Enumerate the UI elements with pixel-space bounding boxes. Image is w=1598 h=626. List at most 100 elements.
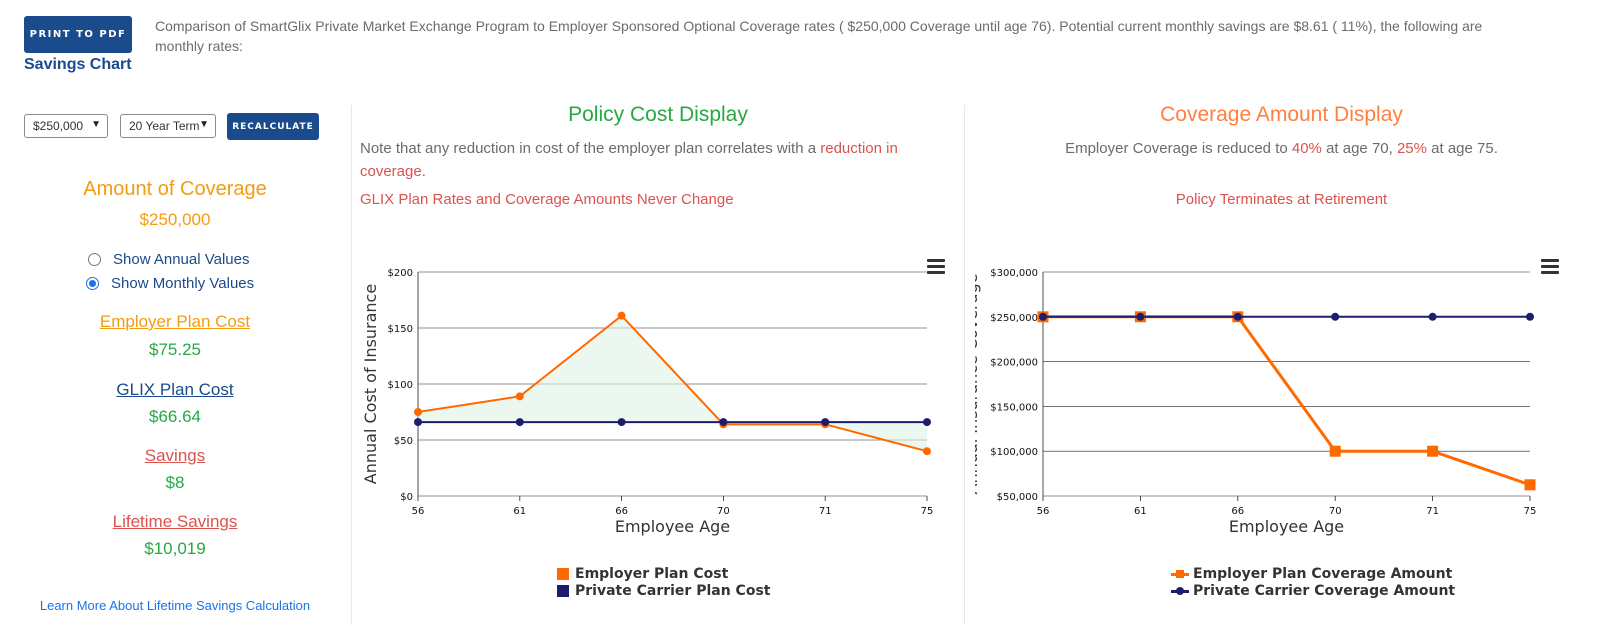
note-highlight: 40% <box>1291 140 1322 157</box>
data-point-marker <box>1427 445 1439 457</box>
legend-square-icon <box>557 567 569 580</box>
lifetime-savings-value: $10,019 <box>144 539 206 558</box>
data-point-marker <box>1039 312 1047 321</box>
coverage-amount-chart: $50,000 $100,000 $150,000 $200,000 $250,000 $… <box>975 268 1537 536</box>
show-annual-label: Show Annual Values <box>113 251 250 268</box>
legend-line-square-icon <box>1171 568 1189 580</box>
amount-of-coverage-label: Amount of Coverage <box>83 178 267 200</box>
coverage-chart-legend: Employer Plan Coverage Amount Private Ca… <box>1171 565 1455 599</box>
savings-area <box>418 315 927 452</box>
column-divider <box>964 105 965 625</box>
policy-cost-title: Policy Cost Display <box>568 103 748 126</box>
print-to-pdf-button[interactable]: PRINT TO PDF <box>24 16 132 53</box>
data-point-marker <box>719 418 728 427</box>
data-point-marker <box>1526 312 1534 321</box>
legend-line-dot-icon <box>1171 585 1189 597</box>
note-text: at age 70, <box>1321 140 1397 157</box>
policy-cost-note: Note that any reduction in cost of the e… <box>360 137 920 183</box>
data-point-marker <box>414 418 422 427</box>
legend-square-icon <box>557 584 569 597</box>
y-tick-label: $150 <box>388 324 413 335</box>
radio-unchecked-icon[interactable] <box>88 253 101 266</box>
savings-link[interactable]: Savings <box>144 446 206 465</box>
y-tick-label: $250,000 <box>990 313 1038 324</box>
x-axis-title: Employee Age <box>1229 517 1344 536</box>
employer-plan-cost-link[interactable]: Employer Plan Cost <box>99 312 251 331</box>
term-select-value: 20 Year Term <box>129 119 200 133</box>
y-axis-title: Annual Cost of Insurance <box>361 284 380 484</box>
coverage-amount-select[interactable]: $250,000 ▼ <box>24 114 108 138</box>
show-monthly-label: Show Monthly Values <box>111 275 255 292</box>
legend-label: Employer Plan Coverage Amount <box>1193 565 1453 582</box>
policy-cost-chart: $0 $50 $100 $150 $200 56 61 66 70 71 75 Employee Ag… <box>361 268 934 536</box>
note-text: at age 75. <box>1427 140 1498 157</box>
x-tick-label: 56 <box>412 506 425 517</box>
note-highlight: reduction in coverage <box>360 140 898 180</box>
legend-item-employer-coverage[interactable]: Employer Plan Coverage Amount <box>1171 565 1455 582</box>
lifetime-savings-link[interactable]: Lifetime Savings <box>112 512 238 531</box>
amount-of-coverage-value: $250,000 <box>139 210 211 229</box>
data-point-marker <box>1136 312 1145 321</box>
coverage-amount-select-value: $250,000 <box>33 119 84 133</box>
data-point-marker <box>1331 312 1340 321</box>
show-annual-radio[interactable]: Show Annual Values <box>88 251 250 268</box>
legend-label: Private Carrier Plan Cost <box>575 582 771 599</box>
savings-value: $8 <box>165 473 185 492</box>
x-tick-label: 61 <box>1134 506 1147 517</box>
y-tick-label: $300,000 <box>990 268 1038 279</box>
x-tick-label: 75 <box>1524 506 1537 517</box>
data-point-marker <box>414 408 422 416</box>
series-line <box>417 314 928 453</box>
glix-plan-cost-value: $66.64 <box>149 407 201 426</box>
coverage-amount-title: Coverage Amount Display <box>1160 103 1403 126</box>
y-tick-label: $0 <box>400 492 413 503</box>
policy-terminates-note: Policy Terminates at Retirement <box>1175 191 1388 208</box>
comparison-intro-text: Comparison of SmartGlix Private Market E… <box>155 18 1483 54</box>
series-line <box>1043 315 1531 487</box>
data-point-marker <box>617 311 626 320</box>
legend-label: Private Carrier Coverage Amount <box>1193 582 1456 599</box>
data-point-marker <box>1233 312 1242 321</box>
data-point-marker <box>1428 312 1437 321</box>
data-point-marker <box>1524 479 1536 491</box>
learn-more-lifetime-link[interactable]: Learn More About Lifetime Savings Calcul… <box>39 598 311 613</box>
y-tick-label: $50 <box>394 436 413 447</box>
show-monthly-radio[interactable]: Show Monthly Values <box>86 275 254 292</box>
x-tick-label: 66 <box>615 506 628 517</box>
cost-chart-legend: Employer Plan Cost Private Carrier Plan … <box>557 565 770 599</box>
legend-item-private-carrier-plan-cost[interactable]: Private Carrier Plan Cost <box>557 582 770 599</box>
x-tick-label: 66 <box>1231 506 1244 517</box>
chevron-down-icon: ▼ <box>91 119 101 130</box>
legend-item-private-carrier-coverage[interactable]: Private Carrier Coverage Amount <box>1171 582 1455 599</box>
glix-plan-cost-link[interactable]: GLIX Plan Cost <box>116 380 234 399</box>
legend-item-employer-plan-cost[interactable]: Employer Plan Cost <box>557 565 770 582</box>
glix-rates-note: GLIX Plan Rates and Coverage Amounts Nev… <box>360 191 734 208</box>
legend-label: Employer Plan Cost <box>575 565 729 582</box>
x-tick-label: 56 <box>1037 506 1050 517</box>
data-point-marker <box>1329 445 1341 457</box>
recalculate-button[interactable]: RECALCULATE <box>227 113 319 140</box>
y-tick-label: $200 <box>388 268 413 279</box>
savings-chart-heading: Savings Chart <box>24 56 132 73</box>
data-point-marker <box>515 392 524 401</box>
chart-menu-icon[interactable] <box>927 259 945 275</box>
radio-checked-icon[interactable] <box>86 277 99 290</box>
y-tick-label: $150,000 <box>990 402 1038 413</box>
x-tick-label: 70 <box>717 506 730 517</box>
x-tick-label: 71 <box>819 506 832 517</box>
x-tick-label: 75 <box>921 506 934 517</box>
x-tick-label: 70 <box>1329 506 1342 517</box>
x-axis-title: Employee Age <box>615 517 730 536</box>
term-select[interactable]: 20 Year Term ▼ <box>120 114 216 138</box>
note-text: Employer Coverage is reduced to <box>1065 140 1292 157</box>
x-tick-label: 71 <box>1426 506 1439 517</box>
chart-menu-icon[interactable] <box>1541 259 1559 275</box>
y-tick-label: $100,000 <box>990 447 1038 458</box>
note-text: . <box>421 163 426 180</box>
y-tick-label: $50,000 <box>997 492 1038 503</box>
coverage-reduction-note: Employer Coverage is reduced to 40% at a… <box>965 137 1598 160</box>
data-point-marker <box>515 418 524 427</box>
chevron-down-icon: ▼ <box>199 119 209 130</box>
data-point-marker <box>923 447 931 456</box>
data-point-marker <box>923 418 931 427</box>
